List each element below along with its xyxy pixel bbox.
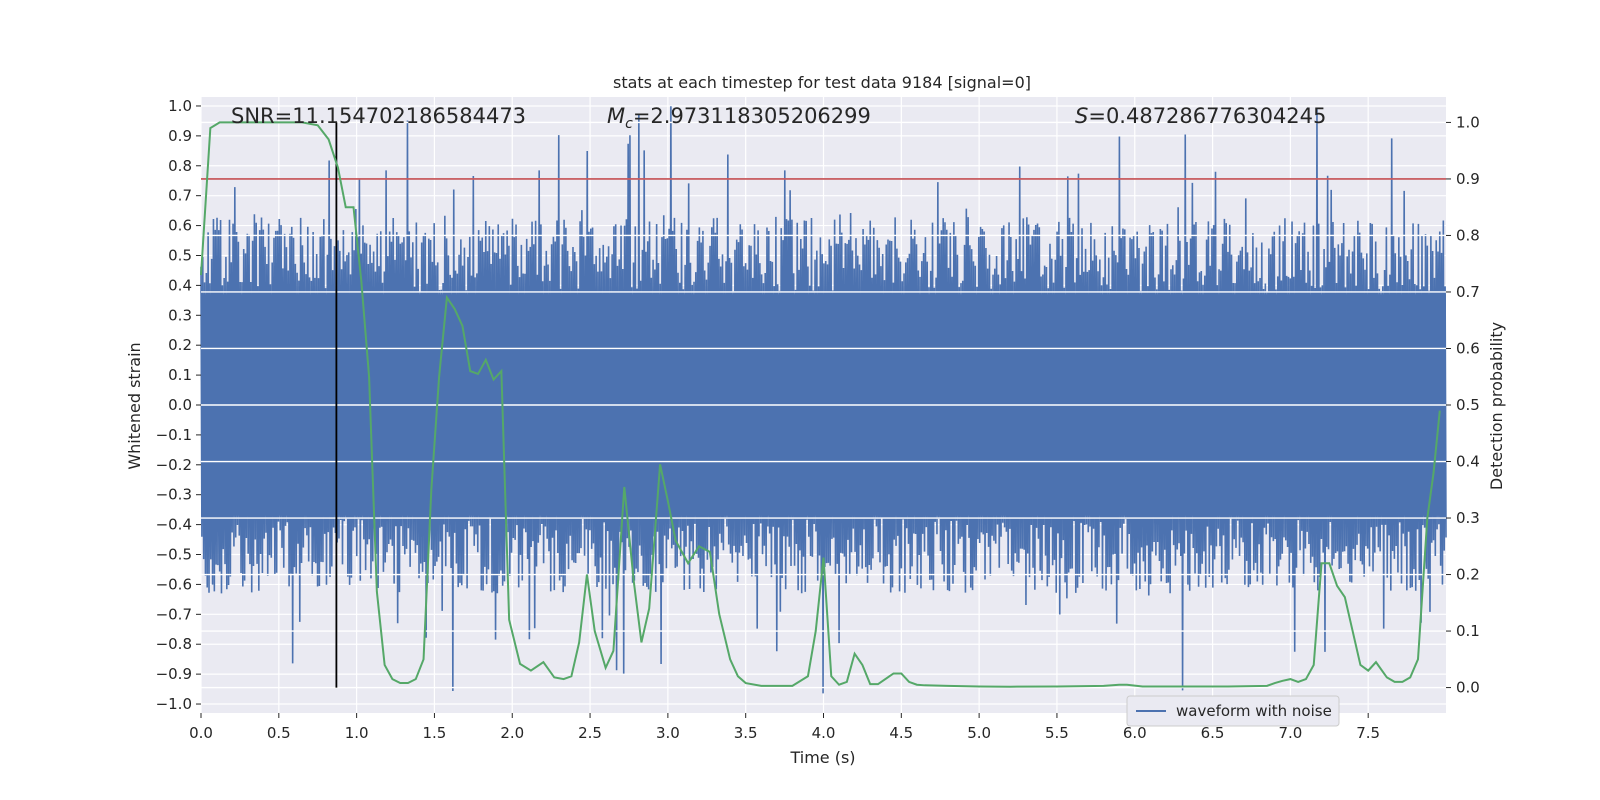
- y-right-tick-label: 0.5: [1456, 396, 1480, 414]
- y-left-tick-label: −0.6: [156, 575, 192, 593]
- x-tick-label: 3.5: [734, 724, 758, 742]
- s-symbol: S: [1075, 104, 1088, 128]
- y-left-tick-label: −0.9: [156, 665, 192, 683]
- y-left-tick-label: 0.4: [168, 276, 192, 294]
- y-left-tick-label: 0.3: [168, 306, 192, 324]
- y-left-tick-label: 0.2: [168, 336, 192, 354]
- snr-annotation: SNR=11.154702186584473: [231, 104, 526, 128]
- y-left-tick-label: 1.0: [168, 97, 192, 115]
- plot-area: [200, 97, 1447, 713]
- chart-title: stats at each timestep for test data 918…: [613, 73, 1031, 92]
- y-left-tick-label: 0.8: [168, 157, 192, 175]
- x-tick-label: 0.0: [189, 724, 213, 742]
- x-tick-label: 5.5: [1045, 724, 1069, 742]
- y-left-tick-label: −0.4: [156, 516, 192, 534]
- legend: waveform with noise: [1126, 695, 1340, 727]
- y-left-tick-label: −1.0: [156, 695, 192, 713]
- y-left-tick-label: 0.1: [168, 366, 192, 384]
- y-left-tick-label: −0.8: [156, 635, 192, 653]
- y-left-tick-label: 0.0: [168, 396, 192, 414]
- y-right-tick-label: 0.9: [1456, 170, 1480, 188]
- y-left-tick-label: −0.7: [156, 605, 192, 623]
- x-tick-label: 7.5: [1356, 724, 1380, 742]
- y-left-tick-label: 0.6: [168, 217, 192, 235]
- x-tick-label: 5.0: [967, 724, 991, 742]
- y-right-tick-label: 0.3: [1456, 509, 1480, 527]
- y-left-axis-label: Whitened strain: [125, 342, 144, 469]
- x-tick-label: 4.5: [889, 724, 913, 742]
- legend-label: waveform with noise: [1176, 702, 1332, 720]
- probability-line: [200, 121, 1441, 688]
- x-tick-label: 0.5: [267, 724, 291, 742]
- x-tick-label: 2.5: [578, 724, 602, 742]
- y-left-tick-label: −0.3: [156, 486, 192, 504]
- x-axis: 0.0 0.5 1.0 1.5 2.0 2.5 3.0 3.5 4.0 4.5 5.0 5.5 6.0 6…: [189, 713, 1380, 742]
- y-right-tick-label: 0.1: [1456, 622, 1480, 640]
- mc-subscript: c: [625, 116, 633, 132]
- y-left-axis: 1.0 0.9 0.8 0.7 0.6 0.5 0.4 0.3 0.2 0.1 0.0 −0.1 −0.…: [156, 97, 201, 713]
- x-tick-label: 4.0: [812, 724, 836, 742]
- mc-annotation: Mc=2.973118305206299: [607, 104, 871, 132]
- y-right-tick-label: 0.8: [1456, 226, 1480, 244]
- y-right-axis: 1.0 0.9 0.8 0.7 0.6 0.5 0.4 0.3 0.2 0.1 0.0: [1446, 113, 1480, 697]
- y-left-tick-label: 0.7: [168, 187, 192, 205]
- x-tick-label: 6.0: [1123, 724, 1147, 742]
- y-right-tick-label: 0.4: [1456, 453, 1480, 471]
- y-right-tick-label: 0.7: [1456, 283, 1480, 301]
- x-tick-label: 7.0: [1278, 724, 1302, 742]
- y-right-tick-label: 0.0: [1456, 679, 1480, 697]
- x-tick-label: 2.0: [500, 724, 524, 742]
- y-left-tick-label: −0.1: [156, 426, 192, 444]
- legend-box: [1126, 695, 1340, 727]
- s-annotation: S=0.487286776304245: [1075, 104, 1326, 128]
- x-tick-label: 6.5: [1201, 724, 1225, 742]
- y-right-axis-label: Detection probability: [1487, 322, 1506, 490]
- y-right-tick-label: 0.2: [1456, 566, 1480, 584]
- y-left-tick-label: 0.5: [168, 246, 192, 264]
- x-tick-label: 3.0: [656, 724, 680, 742]
- s-value: =0.487286776304245: [1088, 104, 1326, 128]
- mc-value: =2.973118305206299: [633, 104, 871, 128]
- y-left-tick-label: −0.2: [156, 456, 192, 474]
- x-axis-label: Time (s): [789, 748, 855, 767]
- y-right-tick-label: 1.0: [1456, 113, 1480, 131]
- y-left-tick-label: −0.5: [156, 546, 192, 564]
- x-tick-label: 1.5: [423, 724, 447, 742]
- mc-symbol: M: [607, 104, 625, 128]
- y-right-tick-label: 0.6: [1456, 339, 1480, 357]
- y-left-tick-label: 0.9: [168, 127, 192, 145]
- x-tick-label: 1.0: [345, 724, 369, 742]
